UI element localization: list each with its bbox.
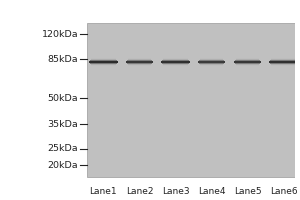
Text: 120kDa: 120kDa bbox=[42, 30, 78, 39]
FancyBboxPatch shape bbox=[269, 62, 298, 63]
FancyBboxPatch shape bbox=[236, 63, 260, 64]
FancyBboxPatch shape bbox=[236, 64, 259, 65]
Text: Lane3: Lane3 bbox=[162, 186, 189, 196]
FancyBboxPatch shape bbox=[269, 61, 298, 62]
FancyBboxPatch shape bbox=[198, 61, 225, 62]
FancyBboxPatch shape bbox=[200, 63, 224, 64]
FancyBboxPatch shape bbox=[90, 63, 117, 64]
FancyBboxPatch shape bbox=[271, 64, 296, 65]
FancyBboxPatch shape bbox=[128, 64, 151, 65]
FancyBboxPatch shape bbox=[128, 59, 151, 60]
FancyBboxPatch shape bbox=[162, 60, 189, 61]
FancyBboxPatch shape bbox=[161, 61, 190, 62]
FancyBboxPatch shape bbox=[0, 0, 87, 200]
FancyBboxPatch shape bbox=[126, 61, 153, 62]
FancyBboxPatch shape bbox=[87, 23, 296, 177]
FancyBboxPatch shape bbox=[163, 59, 188, 60]
FancyBboxPatch shape bbox=[235, 62, 261, 63]
FancyBboxPatch shape bbox=[89, 62, 118, 63]
FancyBboxPatch shape bbox=[235, 61, 261, 62]
FancyBboxPatch shape bbox=[162, 63, 189, 64]
FancyBboxPatch shape bbox=[236, 60, 260, 61]
Text: 25kDa: 25kDa bbox=[48, 144, 78, 153]
FancyBboxPatch shape bbox=[200, 60, 224, 61]
FancyBboxPatch shape bbox=[200, 64, 223, 65]
Text: Lane5: Lane5 bbox=[234, 186, 261, 196]
FancyBboxPatch shape bbox=[89, 61, 118, 62]
FancyBboxPatch shape bbox=[271, 59, 296, 60]
Text: Lane4: Lane4 bbox=[198, 186, 225, 196]
Text: 85kDa: 85kDa bbox=[48, 55, 78, 64]
Text: 20kDa: 20kDa bbox=[48, 161, 78, 170]
FancyBboxPatch shape bbox=[90, 60, 117, 61]
FancyBboxPatch shape bbox=[270, 63, 297, 64]
Text: 50kDa: 50kDa bbox=[48, 94, 78, 103]
FancyBboxPatch shape bbox=[127, 60, 152, 61]
FancyBboxPatch shape bbox=[198, 62, 225, 63]
Text: 35kDa: 35kDa bbox=[48, 120, 78, 129]
FancyBboxPatch shape bbox=[126, 62, 153, 63]
FancyBboxPatch shape bbox=[236, 59, 259, 60]
FancyBboxPatch shape bbox=[127, 63, 152, 64]
FancyBboxPatch shape bbox=[161, 62, 190, 63]
FancyBboxPatch shape bbox=[163, 64, 188, 65]
FancyBboxPatch shape bbox=[270, 60, 297, 61]
Text: Lane1: Lane1 bbox=[90, 186, 117, 196]
FancyBboxPatch shape bbox=[91, 59, 116, 60]
FancyBboxPatch shape bbox=[200, 59, 223, 60]
FancyBboxPatch shape bbox=[91, 64, 116, 65]
Text: Lane2: Lane2 bbox=[126, 186, 153, 196]
Text: Lane6: Lane6 bbox=[270, 186, 298, 196]
